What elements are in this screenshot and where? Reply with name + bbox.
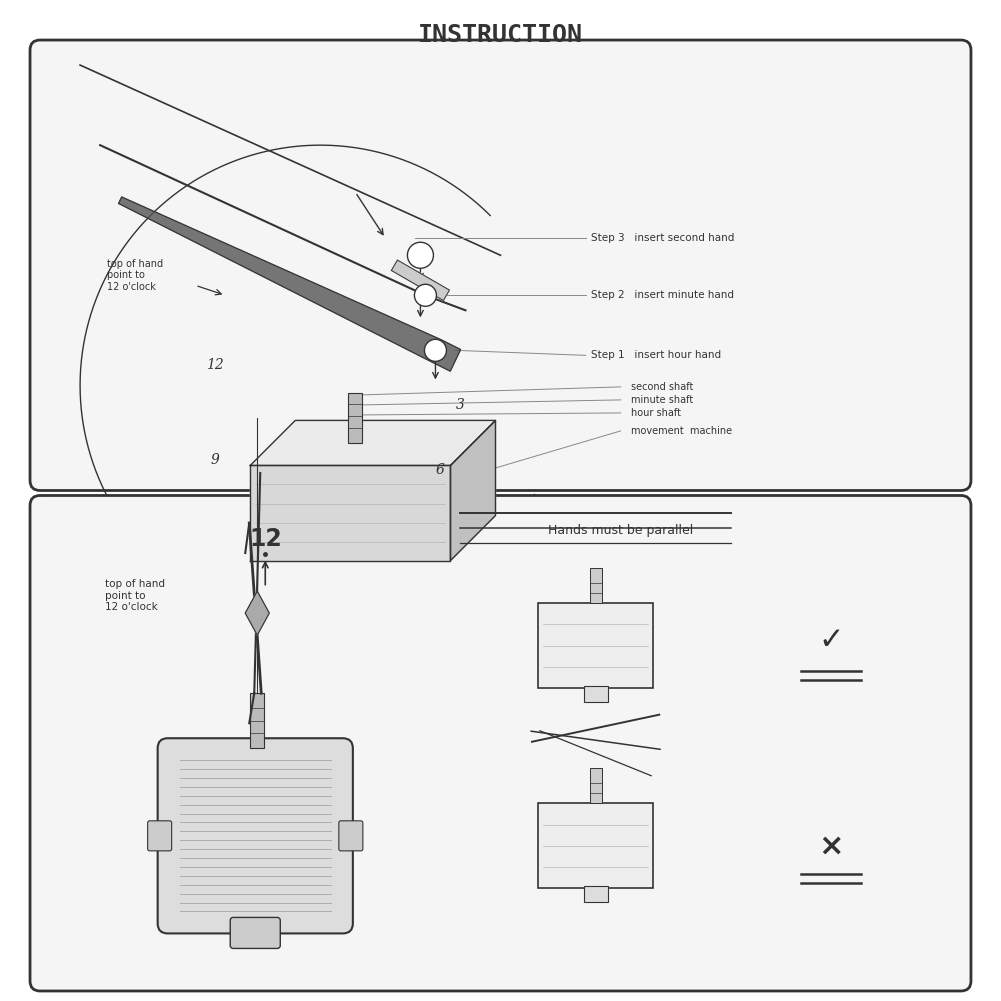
Text: top of hand
point to
12 o'clock: top of hand point to 12 o'clock [107,258,163,292]
Text: 6: 6 [436,463,444,477]
FancyBboxPatch shape [148,821,172,851]
Polygon shape [250,420,495,465]
Circle shape [424,339,446,361]
Text: Hands must be parallel: Hands must be parallel [548,525,694,537]
Polygon shape [245,591,269,636]
Text: hour shaft: hour shaft [631,408,681,417]
Bar [590,769,602,803]
Bar [348,392,362,442]
FancyBboxPatch shape [338,821,363,851]
Circle shape [414,284,436,306]
Text: 9: 9 [211,453,219,467]
FancyBboxPatch shape [158,739,352,933]
Bar [590,569,602,603]
Text: ×: × [818,832,844,860]
Text: Step 3   insert second hand: Step 3 insert second hand [591,233,734,243]
Text: INSTRUCTION: INSTRUCTION [418,23,583,47]
Text: Step 2   insert minute hand: Step 2 insert minute hand [591,290,734,300]
Text: Step 1   insert hour hand: Step 1 insert hour hand [591,350,721,360]
Polygon shape [118,197,460,371]
Text: 12: 12 [206,358,224,372]
Text: minute shaft: minute shaft [631,395,693,404]
Text: top of hand
point to
12 o'clock: top of hand point to 12 o'clock [105,579,165,613]
Polygon shape [450,420,495,561]
FancyBboxPatch shape [584,887,608,903]
FancyBboxPatch shape [230,917,280,949]
Bar [250,693,264,749]
Text: 3: 3 [456,398,464,412]
Circle shape [407,242,433,268]
Text: ✓: ✓ [818,627,844,655]
FancyBboxPatch shape [30,40,971,490]
Polygon shape [391,260,449,300]
Text: 12: 12 [249,527,281,551]
FancyBboxPatch shape [584,687,608,703]
FancyBboxPatch shape [539,803,653,889]
Text: movement  machine: movement machine [631,426,732,435]
Polygon shape [250,465,450,561]
Text: second shaft: second shaft [631,382,693,391]
FancyBboxPatch shape [30,495,971,991]
FancyBboxPatch shape [539,603,653,689]
